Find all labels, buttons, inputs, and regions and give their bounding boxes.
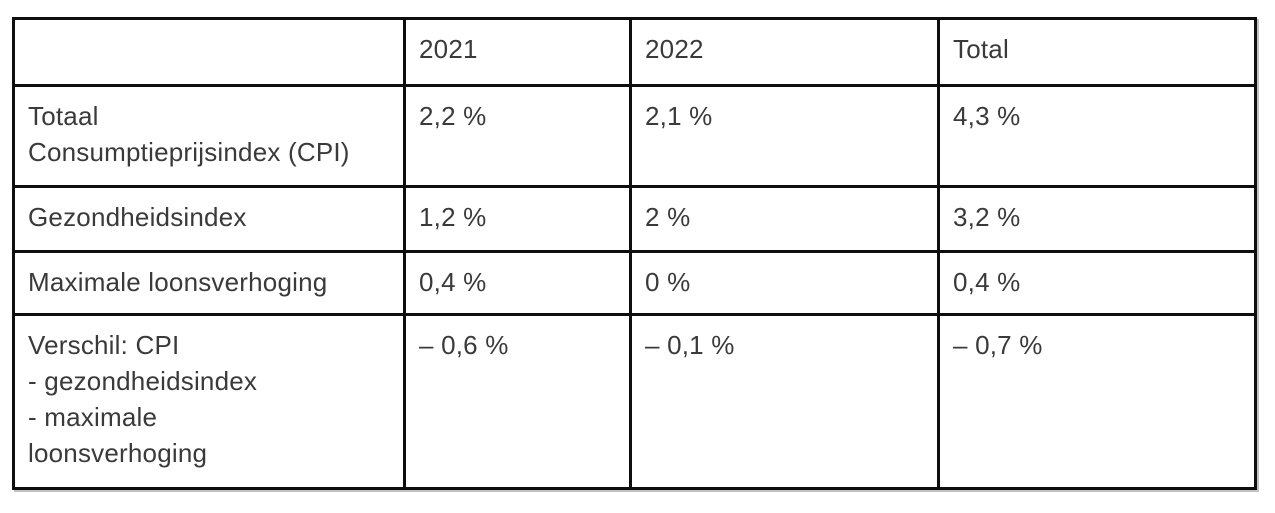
- row-label-difference: Verschil: CPI - gezondheidsindex - maxim…: [12, 313, 406, 490]
- header-year-2021: 2021: [403, 17, 632, 87]
- cell-cpi-2021: 2,2 %: [403, 84, 632, 188]
- row-label-cpi: Totaal Consumptieprijsindex (CPI): [12, 84, 406, 188]
- cell-diff-2022: – 0,1 %: [629, 313, 940, 490]
- indexation-table-container: 2021 2022 Total Totaal Consumptieprijsin…: [12, 17, 1257, 490]
- header-year-2022: 2022: [629, 17, 940, 87]
- header-total: Total: [937, 17, 1257, 87]
- row-label-health-index: Gezondheidsindex: [12, 185, 406, 253]
- cell-maxwage-total: 0,4 %: [937, 250, 1257, 316]
- cell-maxwage-2022: 0 %: [629, 250, 940, 316]
- cell-cpi-2022: 2,1 %: [629, 84, 940, 188]
- cell-health-total: 3,2 %: [937, 185, 1257, 253]
- table-header-row: 2021 2022 Total: [12, 17, 1257, 87]
- row-label-max-wage: Maximale loonsverhoging: [12, 250, 406, 316]
- table-row-cpi: Totaal Consumptieprijsindex (CPI) 2,2 % …: [12, 84, 1257, 188]
- cell-health-2021: 1,2 %: [403, 185, 632, 253]
- table-row-health-index: Gezondheidsindex 1,2 % 2 % 3,2 %: [12, 185, 1257, 253]
- table-row-max-wage-increase: Maximale loonsverhoging 0,4 % 0 % 0,4 %: [12, 250, 1257, 316]
- table-row-difference: Verschil: CPI - gezondheidsindex - maxim…: [12, 313, 1257, 490]
- cell-cpi-total: 4,3 %: [937, 84, 1257, 188]
- cell-diff-total: – 0,7 %: [937, 313, 1257, 490]
- cell-health-2022: 2 %: [629, 185, 940, 253]
- header-empty-cell: [12, 17, 406, 87]
- cell-maxwage-2021: 0,4 %: [403, 250, 632, 316]
- cell-diff-2021: – 0,6 %: [403, 313, 632, 490]
- indexation-table: 2021 2022 Total Totaal Consumptieprijsin…: [12, 17, 1257, 490]
